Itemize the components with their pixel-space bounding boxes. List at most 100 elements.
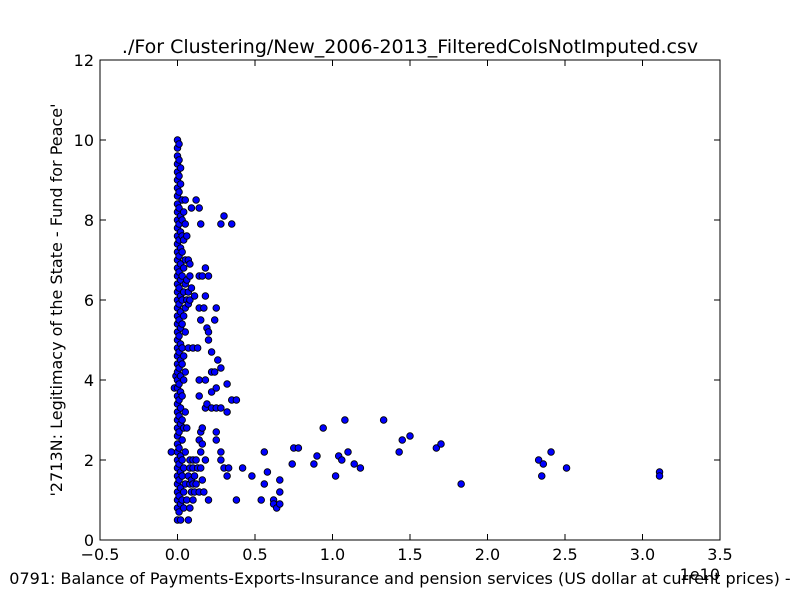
data-point-178	[196, 464, 205, 472]
data-point-179	[198, 272, 207, 280]
data-point-123	[181, 220, 189, 228]
data-point-120	[179, 488, 188, 496]
data-point-184	[200, 488, 208, 496]
data-point-119	[179, 464, 188, 472]
data-point-186	[201, 292, 210, 300]
data-point-63	[175, 332, 183, 340]
data-point-117	[179, 376, 188, 384]
y-tick-label-5: 10	[74, 131, 94, 150]
data-point-226	[260, 448, 269, 456]
data-point-232	[276, 476, 284, 484]
data-point-207	[214, 356, 222, 364]
data-point-128	[181, 368, 189, 376]
data-point-234	[276, 500, 284, 508]
data-point-252	[432, 444, 441, 452]
data-point-227	[260, 480, 269, 488]
data-point-254	[457, 480, 465, 488]
data-point-0	[167, 448, 176, 456]
data-point-165	[193, 344, 202, 352]
data-point-238	[310, 460, 318, 468]
data-point-102	[178, 320, 186, 328]
data-point-216	[223, 408, 231, 416]
data-point-164	[192, 480, 200, 488]
data-point-103	[178, 344, 186, 352]
data-point-193	[204, 328, 213, 336]
data-point-55	[175, 204, 183, 212]
data-point-203	[212, 384, 220, 392]
data-point-237	[294, 444, 303, 452]
data-point-233	[276, 488, 284, 496]
data-point-217	[223, 472, 231, 480]
data-point-215	[223, 380, 231, 388]
data-point-258	[547, 448, 555, 456]
data-point-241	[331, 472, 340, 480]
y-tick-label-2: 4	[84, 371, 94, 390]
data-point-187	[201, 376, 210, 384]
x-tick-label-4: 1.5	[397, 545, 422, 564]
data-point-130	[181, 448, 189, 456]
data-point-192	[204, 272, 213, 280]
data-point-163	[192, 456, 200, 464]
data-point-171	[195, 392, 203, 400]
x-tick-label-3: 1.0	[320, 545, 345, 564]
data-point-167	[195, 204, 203, 212]
data-point-218	[224, 464, 233, 472]
x-axis-offset-label: 1e10	[680, 565, 720, 584]
chart-title: ./For Clustering/New_2006-2013_FilteredC…	[122, 36, 698, 58]
data-point-248	[379, 416, 388, 424]
data-point-198	[207, 388, 216, 396]
y-tick-label-0: 0	[84, 531, 94, 550]
data-point-174	[196, 220, 205, 228]
data-point-225	[257, 496, 265, 504]
data-point-239	[313, 452, 321, 460]
data-point-243	[338, 456, 346, 464]
data-point-244	[341, 416, 349, 424]
data-point-127	[181, 328, 189, 336]
data-point-189	[201, 456, 210, 464]
data-point-201	[210, 368, 219, 376]
data-point-219	[227, 220, 236, 228]
data-point-104	[178, 360, 186, 368]
data-point-76	[176, 180, 185, 188]
data-point-213	[220, 212, 228, 220]
data-point-261	[655, 472, 664, 480]
data-point-185	[201, 264, 210, 272]
data-point-182	[198, 476, 207, 484]
data-point-223	[238, 464, 247, 472]
y-axis-label: '2713N: Legitimacy of the State - Fund f…	[47, 104, 66, 497]
data-point-75	[176, 164, 185, 172]
data-point-149	[186, 504, 194, 512]
data-point-256	[538, 472, 546, 480]
data-point-132	[183, 232, 191, 240]
data-point-162	[192, 196, 200, 204]
x-tick-label-8: 3.5	[707, 545, 732, 564]
data-point-70	[175, 444, 183, 452]
data-point-180	[198, 424, 207, 432]
data-point-159	[190, 292, 199, 300]
data-point-259	[562, 464, 571, 472]
y-axis-ticks: 0 2 4 6 8 10 12	[74, 51, 720, 550]
data-point-113	[179, 264, 188, 272]
data-point-74	[175, 508, 183, 516]
data-point-194	[204, 336, 213, 344]
data-point-54	[175, 188, 183, 196]
data-point-53	[175, 172, 183, 180]
data-point-151	[187, 284, 196, 292]
data-point-51	[175, 140, 183, 148]
data-point-122	[181, 196, 189, 204]
data-point-158	[189, 496, 197, 504]
x-axis-ticks: −0.5 0.0 0.5 1.0 1.5 2.0 2.5 3.0 3.5	[81, 60, 733, 564]
data-point-115	[179, 312, 188, 320]
data-point-255	[534, 456, 543, 464]
data-point-183	[200, 304, 208, 312]
data-point-247	[356, 464, 365, 472]
data-point-60	[175, 284, 183, 292]
data-point-150	[187, 204, 196, 212]
data-point-196	[207, 348, 216, 356]
x-tick-label-5: 2.0	[475, 545, 500, 564]
data-point-69	[175, 428, 183, 436]
data-point-253	[437, 440, 445, 448]
data-point-209	[217, 364, 225, 372]
data-point-221	[232, 396, 241, 404]
data-point-249	[395, 448, 403, 456]
